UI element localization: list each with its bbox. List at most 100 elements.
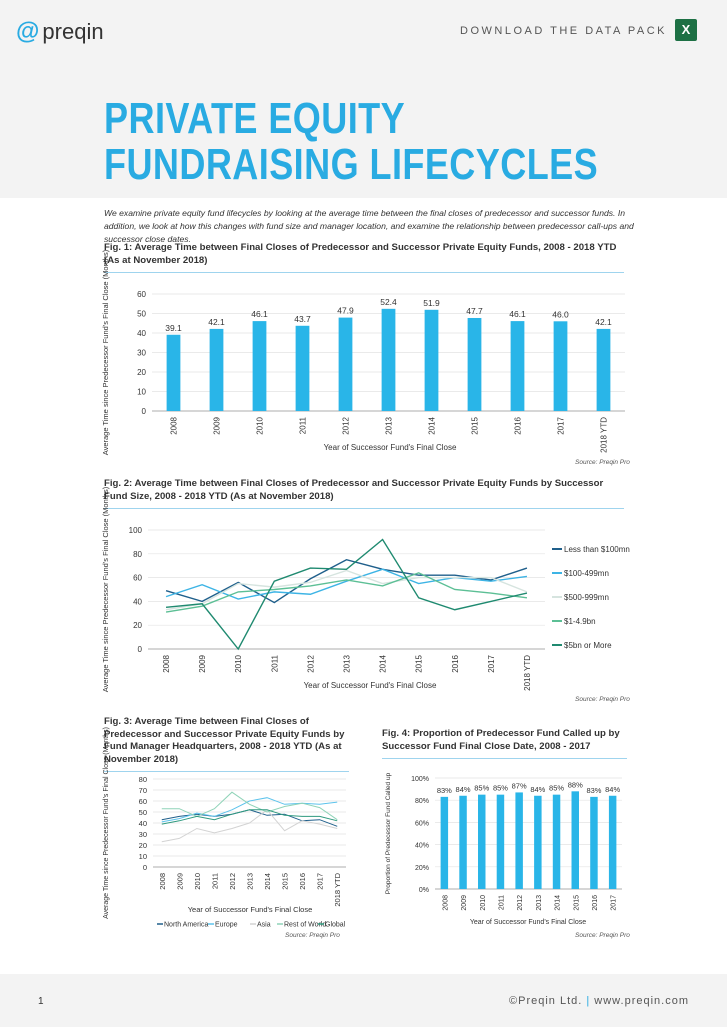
y-tick-label: 50 bbox=[137, 310, 146, 319]
y-tick-label: 0 bbox=[138, 645, 143, 654]
series-line bbox=[161, 797, 338, 823]
bar bbox=[209, 328, 224, 411]
fig2-source: Source: Preqin Pro bbox=[575, 696, 630, 703]
download-data-pack-link[interactable]: DOWNLOAD THE DATA PACK bbox=[460, 25, 667, 37]
bar bbox=[166, 334, 181, 411]
y-tick-label: 30 bbox=[139, 830, 147, 839]
x-axis-label: Year of Successor Fund's Final Close bbox=[188, 905, 313, 914]
y-tick-label: 60 bbox=[133, 574, 142, 583]
y-tick-label: 10 bbox=[139, 852, 147, 861]
x-tick-label: 2017 bbox=[316, 873, 325, 890]
fig3-source: Source: Preqin Pro bbox=[285, 932, 340, 939]
y-tick-label: 20 bbox=[139, 841, 147, 850]
x-tick-label: 2015 bbox=[415, 654, 424, 672]
x-tick-label: 2011 bbox=[270, 654, 279, 672]
bar bbox=[510, 321, 525, 411]
series-line bbox=[165, 572, 528, 613]
x-tick-label: 2009 bbox=[213, 416, 222, 434]
data-label: 83% bbox=[586, 786, 601, 795]
y-axis-label: Proportion of Predecessor Fund Called up bbox=[385, 772, 392, 894]
x-tick-label: 2018 YTD bbox=[600, 417, 609, 453]
data-label: 46.1 bbox=[509, 309, 526, 319]
data-label: 85% bbox=[549, 784, 564, 793]
bar bbox=[459, 795, 467, 889]
x-tick-label: 2010 bbox=[234, 654, 243, 672]
series-line bbox=[161, 809, 338, 843]
x-tick-label: 2010 bbox=[480, 895, 487, 911]
y-tick-label: 60% bbox=[415, 820, 429, 827]
bar bbox=[467, 317, 482, 411]
y-tick-label: 30 bbox=[137, 349, 146, 358]
x-tick-label: 2018 YTD bbox=[523, 655, 532, 691]
bar bbox=[596, 328, 611, 411]
x-tick-label: 2012 bbox=[517, 895, 524, 911]
y-tick-label: 80 bbox=[133, 550, 142, 559]
copyright: ©Preqin Ltd. bbox=[509, 995, 583, 1007]
bar bbox=[338, 317, 353, 411]
x-tick-label: 2013 bbox=[385, 416, 394, 434]
preqin-logo[interactable]: @ preqin bbox=[16, 18, 104, 46]
header-band bbox=[0, 0, 727, 198]
x-tick-label: 2011 bbox=[210, 873, 219, 889]
x-axis-label: Year of Successor Fund's Final Close bbox=[470, 919, 586, 926]
x-tick-label: 2011 bbox=[299, 416, 308, 434]
bar bbox=[252, 321, 267, 411]
x-tick-label: 2017 bbox=[487, 654, 496, 672]
y-tick-label: 100 bbox=[129, 526, 143, 535]
bar bbox=[552, 794, 561, 889]
y-tick-label: 80 bbox=[139, 775, 147, 784]
x-tick-label: 2012 bbox=[228, 873, 237, 890]
y-tick-label: 20 bbox=[133, 621, 142, 630]
bar bbox=[534, 795, 542, 889]
data-label: 85% bbox=[493, 784, 508, 793]
bar bbox=[478, 794, 486, 889]
data-label: 43.7 bbox=[294, 314, 311, 324]
bar bbox=[608, 795, 617, 889]
series-line bbox=[165, 559, 528, 604]
data-label: 84% bbox=[605, 785, 620, 794]
legend-label: Rest of World bbox=[284, 922, 326, 929]
separator: | bbox=[586, 995, 591, 1007]
data-label: 46.1 bbox=[251, 309, 268, 319]
website-link[interactable]: www.preqin.com bbox=[594, 995, 689, 1007]
x-tick-label: 2017 bbox=[611, 895, 618, 911]
x-tick-label: 2008 bbox=[442, 895, 449, 911]
data-label: 88% bbox=[568, 780, 583, 789]
page-number: 1 bbox=[38, 996, 44, 1007]
y-tick-label: 40 bbox=[133, 597, 142, 606]
bar bbox=[571, 791, 579, 889]
data-label: 39.1 bbox=[165, 323, 182, 333]
x-tick-label: 2016 bbox=[451, 654, 460, 672]
x-tick-label: 2015 bbox=[573, 895, 580, 911]
legend-label: Europe bbox=[215, 922, 238, 929]
x-tick-label: 2008 bbox=[162, 654, 171, 672]
y-tick-label: 100% bbox=[411, 776, 429, 783]
fig3-title: Fig. 3: Average Time between Final Close… bbox=[104, 716, 349, 772]
legend-label: $500-999mn bbox=[564, 593, 609, 602]
bar bbox=[381, 308, 396, 411]
x-tick-label: 2014 bbox=[555, 895, 562, 911]
logo-text: preqin bbox=[42, 19, 104, 44]
data-label: 47.7 bbox=[466, 306, 483, 316]
x-tick-label: 2016 bbox=[298, 873, 307, 890]
y-tick-label: 70 bbox=[139, 786, 147, 795]
x-tick-label: 2009 bbox=[461, 895, 468, 911]
x-tick-label: 2012 bbox=[342, 416, 351, 434]
data-label: 87% bbox=[512, 781, 527, 790]
page-title: PRIVATE EQUITY FUNDRAISING LIFECYCLES bbox=[104, 94, 599, 189]
fig4-source: Source: Preqin Pro bbox=[575, 932, 630, 939]
bar bbox=[496, 794, 505, 889]
y-tick-label: 40 bbox=[137, 329, 146, 338]
y-tick-label: 0 bbox=[143, 863, 147, 872]
y-tick-label: 10 bbox=[137, 388, 146, 397]
series-line bbox=[165, 569, 528, 611]
legend-label: $100-499mn bbox=[564, 569, 609, 578]
bar bbox=[590, 796, 598, 889]
x-tick-label: 2013 bbox=[246, 873, 255, 890]
legend-label: North America bbox=[164, 922, 208, 929]
x-tick-label: 2014 bbox=[263, 873, 272, 890]
excel-icon[interactable]: X bbox=[675, 19, 697, 41]
data-label: 46.0 bbox=[552, 309, 569, 319]
at-icon: @ bbox=[16, 18, 40, 45]
y-axis-label: Average Time since Predecessor Fund's Fi… bbox=[101, 486, 110, 692]
